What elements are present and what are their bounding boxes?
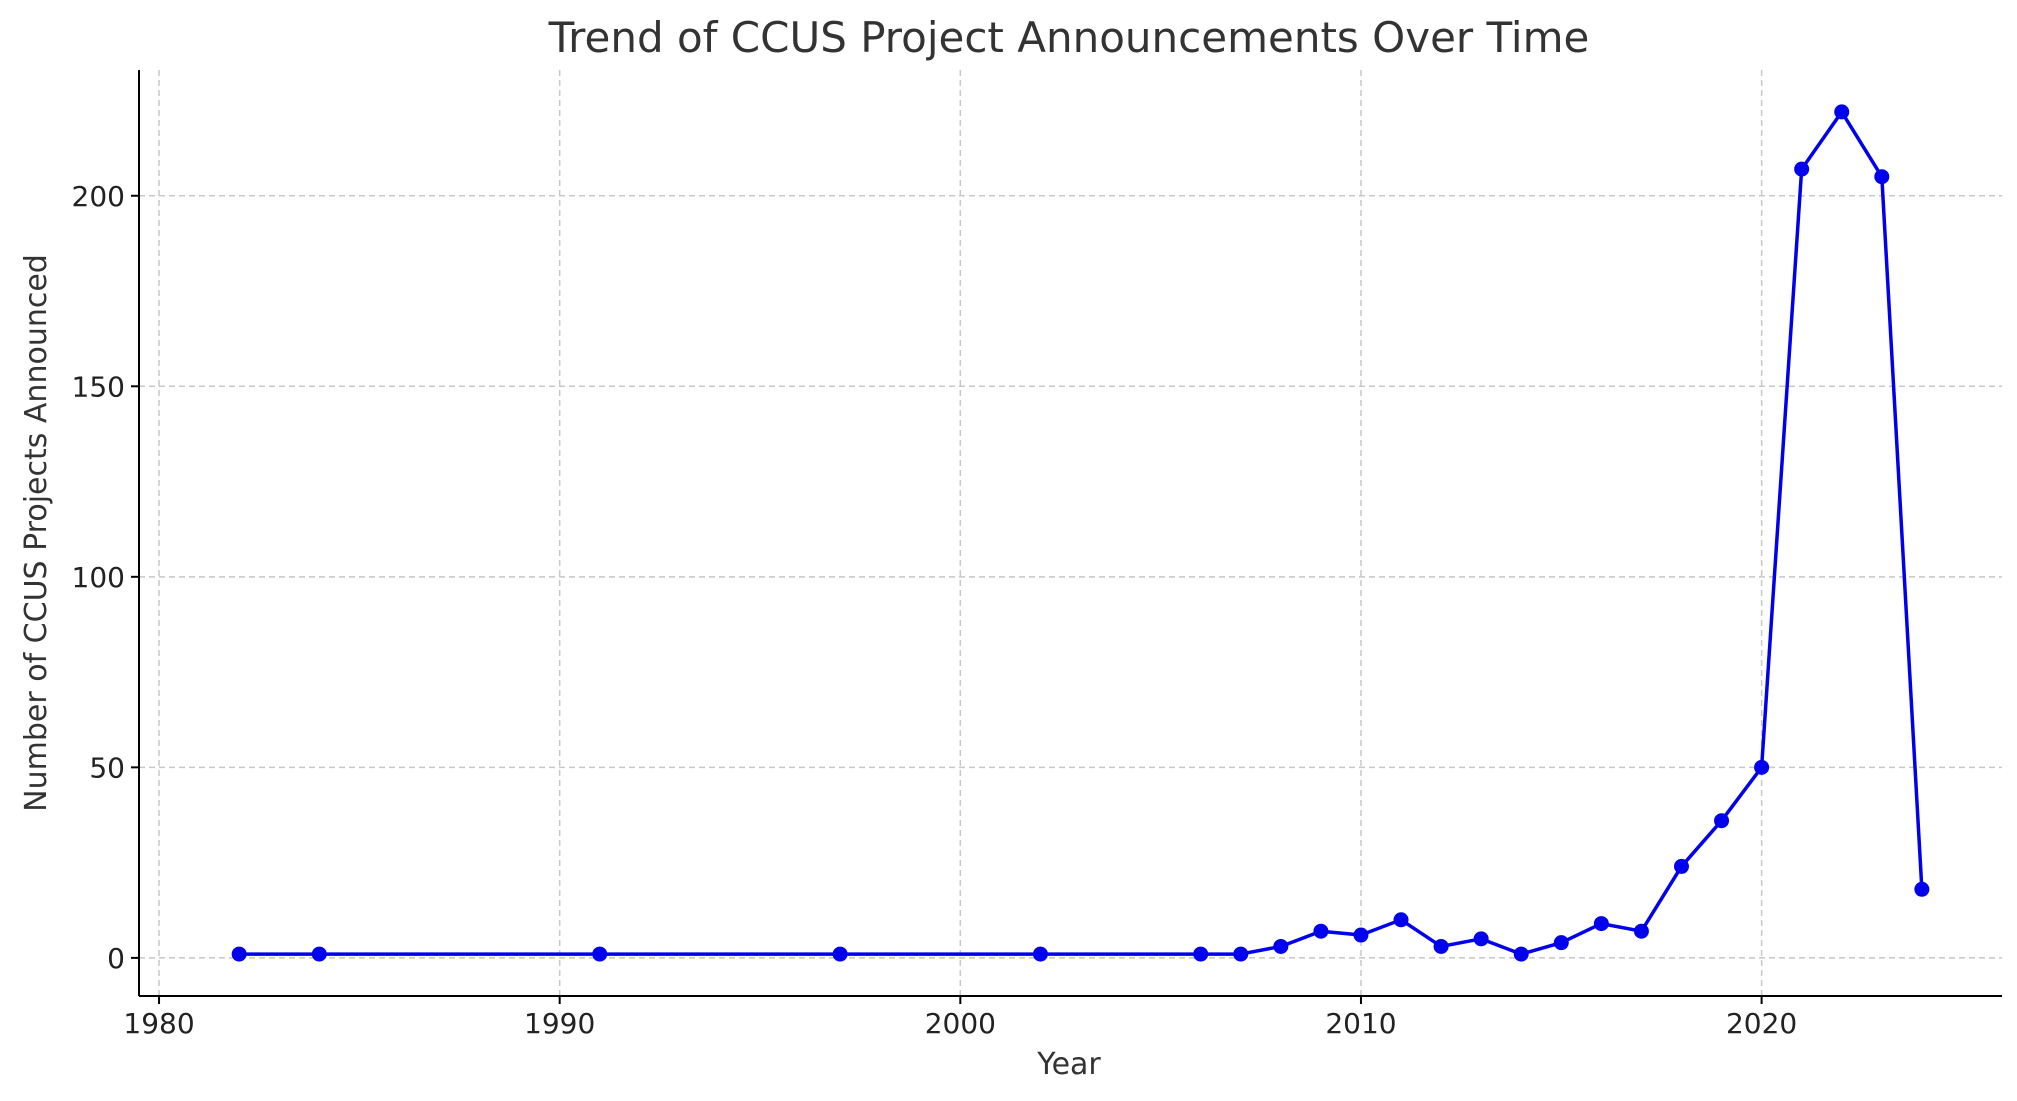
data-point [1914,881,1930,897]
x-tick-label: 1980 [123,1007,194,1040]
y-axis-label: Number of CCUS Projects Announced [19,254,54,812]
data-point [1874,169,1890,185]
y-tick-label: 0 [107,942,125,975]
data-point [1834,104,1850,120]
data-point [1233,946,1249,962]
data-point [1513,946,1529,962]
data-point [592,946,608,962]
data-point [1633,923,1649,939]
data-point [832,946,848,962]
y-axis-ticks: 0 50 100 150 200 [72,180,139,975]
data-point [1353,927,1369,943]
data-point [1553,935,1569,951]
data-point [1433,938,1449,954]
data-point [1473,931,1489,947]
data-point [1032,946,1048,962]
data-point [1313,923,1329,939]
x-axis-ticks: 1980 1990 2000 2010 2020 [123,996,1797,1040]
x-tick-label: 1990 [524,1007,595,1040]
data-point [1794,161,1810,177]
grid [139,70,2002,996]
data-point [311,946,327,962]
y-tick-label: 200 [72,180,125,213]
data-point [1593,916,1609,932]
data-point [1193,946,1209,962]
data-point [1673,858,1689,874]
chart-title: Trend of CCUS Project Announcements Over… [548,13,1590,62]
data-point [231,946,247,962]
x-tick-label: 2020 [1726,1007,1797,1040]
y-tick-label: 150 [72,370,125,403]
data-point [1754,759,1770,775]
series-layer [231,104,1930,962]
data-point [1273,938,1289,954]
data-point [1393,912,1409,928]
x-axis-label: Year [1036,1047,1101,1082]
y-tick-label: 50 [89,751,125,784]
y-tick-label: 100 [72,561,125,594]
series-line [239,110,1924,956]
data-point [1714,813,1730,829]
x-tick-label: 2010 [1325,1007,1396,1040]
x-tick-label: 2000 [925,1007,996,1040]
